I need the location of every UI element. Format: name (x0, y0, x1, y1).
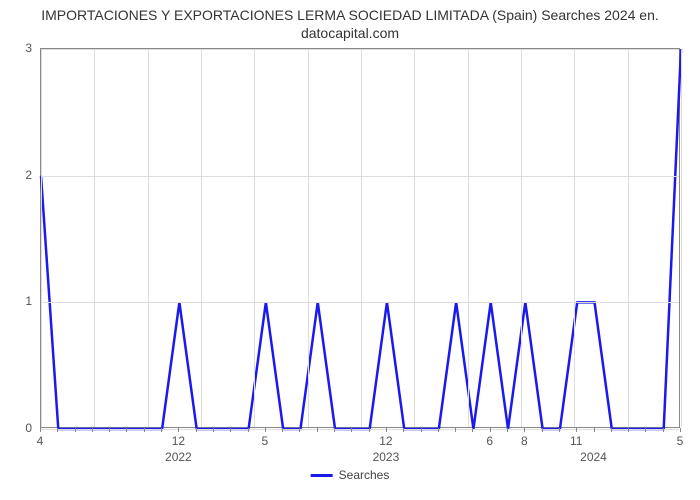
x-tick-label: 11 (570, 434, 582, 448)
grid-line-vertical (521, 49, 522, 427)
x-tick-label: 5 (262, 434, 269, 448)
grid-line-vertical (148, 49, 149, 427)
x-minor-tick (386, 428, 387, 432)
x-year-label: 2022 (165, 450, 192, 464)
x-minor-tick (265, 428, 266, 432)
grid-line-vertical (628, 49, 629, 427)
x-minor-tick (230, 428, 231, 432)
x-minor-tick (92, 428, 93, 432)
grid-line-horizontal (41, 176, 679, 177)
grid-line-horizontal (41, 302, 679, 303)
x-minor-tick (611, 428, 612, 432)
x-minor-tick (542, 428, 543, 432)
x-minor-tick (421, 428, 422, 432)
x-minor-tick (507, 428, 508, 432)
x-minor-tick (663, 428, 664, 432)
grid-line-horizontal (41, 429, 679, 430)
x-minor-tick (109, 428, 110, 432)
grid-line-vertical (361, 49, 362, 427)
x-minor-tick (559, 428, 560, 432)
x-year-label: 2023 (373, 450, 400, 464)
x-year-label: 2024 (580, 450, 607, 464)
x-minor-tick (628, 428, 629, 432)
legend-label: Searches (339, 468, 390, 482)
grid-line-horizontal (41, 49, 679, 50)
grid-line-vertical (254, 49, 255, 427)
x-minor-tick (248, 428, 249, 432)
legend-swatch (311, 474, 333, 477)
x-minor-tick (282, 428, 283, 432)
x-tick-label: 12 (172, 434, 185, 448)
x-minor-tick (576, 428, 577, 432)
x-minor-tick (144, 428, 145, 432)
x-tick-label: 5 (677, 434, 684, 448)
x-tick-label: 6 (486, 434, 493, 448)
x-minor-tick (213, 428, 214, 432)
x-minor-tick (594, 428, 595, 432)
x-minor-tick (196, 428, 197, 432)
x-minor-tick (403, 428, 404, 432)
x-minor-tick (351, 428, 352, 432)
y-tick-label: 0 (12, 421, 32, 435)
x-minor-tick (645, 428, 646, 432)
x-minor-tick (334, 428, 335, 432)
chart-title: IMPORTACIONES Y EXPORTACIONES LERMA SOCI… (0, 0, 700, 42)
x-minor-tick (472, 428, 473, 432)
grid-line-vertical (201, 49, 202, 427)
grid-line-vertical (681, 49, 682, 427)
y-tick-label: 3 (12, 41, 32, 55)
plot-area (40, 48, 680, 428)
grid-line-vertical (308, 49, 309, 427)
chart-container: IMPORTACIONES Y EXPORTACIONES LERMA SOCI… (0, 0, 700, 500)
grid-line-vertical (41, 49, 42, 427)
x-tick-label: 12 (379, 434, 392, 448)
x-minor-tick (490, 428, 491, 432)
grid-line-vertical (574, 49, 575, 427)
x-minor-tick (455, 428, 456, 432)
y-tick-label: 2 (12, 168, 32, 182)
x-minor-tick (40, 428, 41, 432)
x-tick-label: 8 (521, 434, 528, 448)
x-minor-tick (317, 428, 318, 432)
x-minor-tick (438, 428, 439, 432)
x-minor-tick (57, 428, 58, 432)
grid-line-vertical (468, 49, 469, 427)
x-minor-tick (524, 428, 525, 432)
x-minor-tick (126, 428, 127, 432)
x-minor-tick (299, 428, 300, 432)
grid-line-vertical (94, 49, 95, 427)
x-tick-label: 4 (37, 434, 44, 448)
grid-line-vertical (414, 49, 415, 427)
x-minor-tick (75, 428, 76, 432)
y-tick-label: 1 (12, 294, 32, 308)
x-minor-tick (161, 428, 162, 432)
legend: Searches (311, 468, 390, 482)
x-minor-tick (369, 428, 370, 432)
x-minor-tick (680, 428, 681, 432)
x-minor-tick (178, 428, 179, 432)
